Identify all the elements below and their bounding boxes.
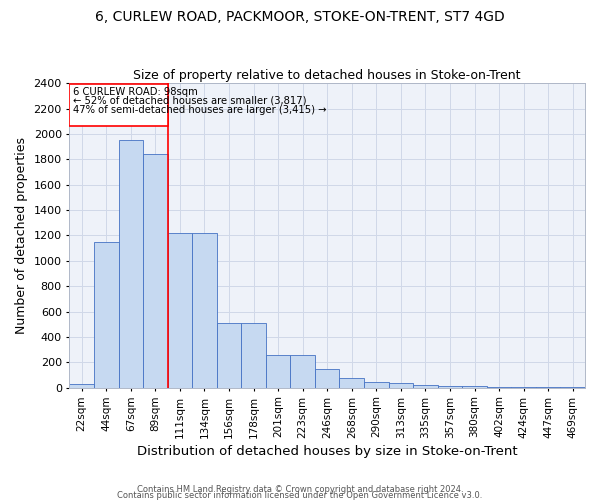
Text: ← 52% of detached houses are smaller (3,817): ← 52% of detached houses are smaller (3,… (73, 96, 307, 106)
Bar (94, 242, 119, 388)
Text: Contains public sector information licensed under the Open Government Licence v3: Contains public sector information licen… (118, 490, 482, 500)
Text: 6, CURLEW ROAD, PACKMOOR, STOKE-ON-TRENT, ST7 4GD: 6, CURLEW ROAD, PACKMOOR, STOKE-ON-TRENT… (95, 10, 505, 24)
Text: 47% of semi-detached houses are larger (3,415) →: 47% of semi-detached houses are larger (… (73, 106, 326, 116)
Bar (487, 386, 511, 388)
Bar (143, 154, 167, 388)
Bar (511, 386, 536, 388)
Bar (315, 369, 340, 388)
Bar (340, 378, 364, 388)
Bar (560, 387, 585, 388)
Y-axis label: Number of detached properties: Number of detached properties (15, 137, 28, 334)
Bar (119, 140, 143, 388)
Text: Contains HM Land Registry data © Crown copyright and database right 2024.: Contains HM Land Registry data © Crown c… (137, 484, 463, 494)
Text: 6 CURLEW ROAD: 98sqm: 6 CURLEW ROAD: 98sqm (73, 87, 198, 97)
Bar (536, 386, 560, 388)
Bar (413, 384, 437, 388)
Bar (364, 382, 389, 388)
Bar (266, 355, 290, 388)
Bar (389, 384, 413, 388)
X-axis label: Distribution of detached houses by size in Stoke-on-Trent: Distribution of detached houses by size … (137, 444, 518, 458)
Bar (241, 323, 266, 388)
Bar (290, 355, 315, 388)
Title: Size of property relative to detached houses in Stoke-on-Trent: Size of property relative to detached ho… (133, 69, 521, 82)
Bar (437, 386, 462, 388)
Bar (462, 386, 487, 388)
Bar (217, 323, 241, 388)
Bar (192, 233, 217, 388)
Bar (167, 233, 192, 388)
Bar (70, 84, 167, 126)
Bar (70, 384, 94, 388)
